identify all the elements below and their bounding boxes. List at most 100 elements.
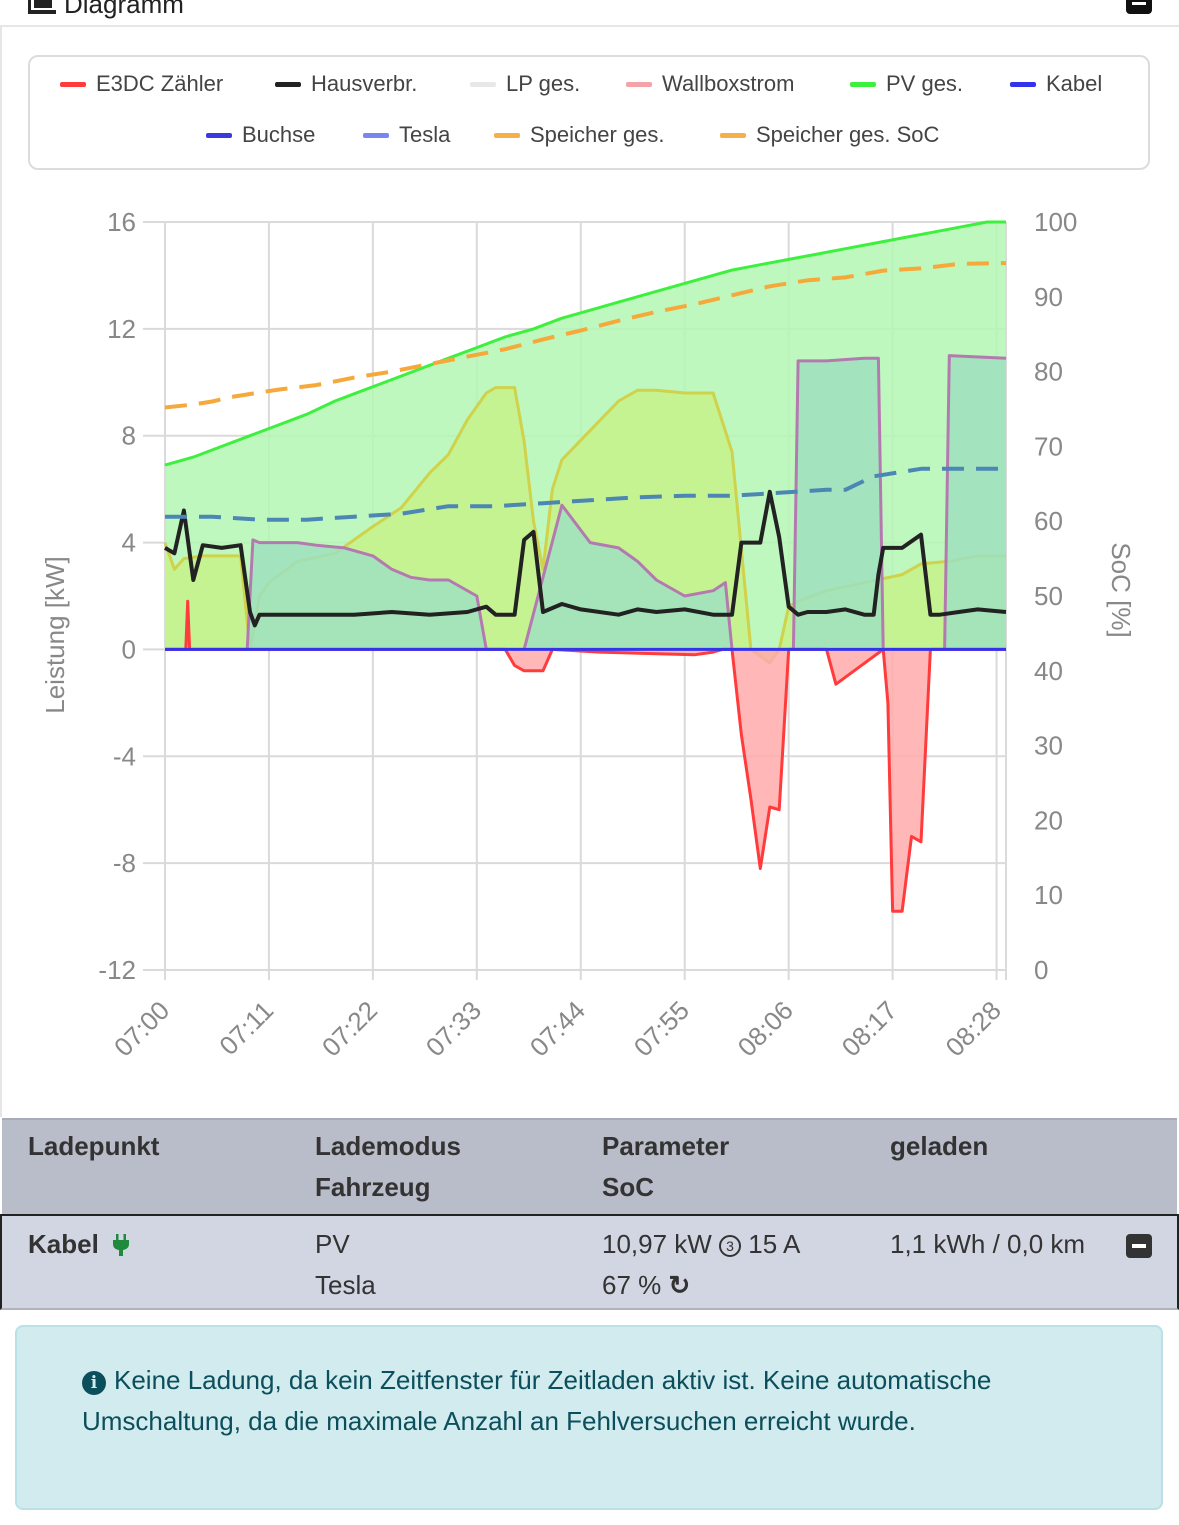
legend-item-kabel[interactable]: Kabel (1010, 69, 1102, 99)
legend-swatch (206, 132, 232, 138)
legend-item-pv-ges[interactable]: PV ges. (850, 69, 963, 99)
legend-item-e3dc[interactable]: E3DC Zähler (60, 69, 223, 99)
legend-item-buchse[interactable]: Buchse (206, 120, 315, 150)
series-line-2 (165, 354, 1007, 651)
y-tick-label: 12 (107, 314, 136, 344)
charge-power: 10,97 kW (602, 1229, 712, 1259)
info-icon: i (82, 1371, 106, 1395)
y-tick-label: 8 (122, 421, 136, 451)
series-line-6 (165, 466, 1006, 522)
y-tick-label: 4 (122, 528, 136, 558)
plug-icon (113, 1234, 130, 1256)
legend-label: LP ges. (506, 71, 581, 96)
y-tick-label: -4 (113, 741, 136, 771)
legend-swatch (626, 81, 652, 87)
legend-label: Hausverbr. (311, 71, 418, 96)
vehicle-soc-cell: 67 % ↻ (602, 1265, 690, 1306)
legend-item-wallboxstrom[interactable]: Wallboxstrom (626, 69, 794, 99)
y-tick-label: -8 (113, 848, 136, 878)
y2-tick-label: 30 (1034, 731, 1063, 761)
chargepoint-name: Kabel (28, 1229, 99, 1259)
card-border (0, 27, 2, 1117)
vehicle-soc: 67 % (602, 1270, 662, 1300)
legend-label: Speicher ges. SoC (756, 122, 940, 147)
collapse-row-button[interactable] (1126, 1234, 1152, 1258)
x-tick-label: 07:00 (108, 995, 175, 1062)
legend-label: PV ges. (886, 71, 964, 96)
legend-swatch (494, 132, 520, 138)
header-parameter: Parameter (602, 1131, 730, 1161)
alert-message: Keine Ladung, da kein Zeitfenster für Ze… (82, 1365, 992, 1436)
y2-axis-title: SoC [%] (1106, 542, 1136, 637)
legend-label: Tesla (399, 122, 451, 147)
legend-swatch (60, 81, 86, 87)
header-soc: SoC (602, 1172, 654, 1202)
vehicle-name[interactable]: Tesla (315, 1270, 376, 1300)
charge-mode[interactable]: PV (315, 1229, 350, 1259)
charge-current: 15 A (748, 1229, 801, 1259)
x-tick-label: 07:11 (213, 995, 279, 1061)
x-tick-label: 08:06 (732, 995, 799, 1062)
legend-item-lp-ges[interactable]: LP ges. (470, 69, 580, 99)
header-fahrzeug: Fahrzeug (315, 1172, 431, 1202)
charge-parameters: 10,97 kW 3 15 A (602, 1224, 800, 1265)
legend-item-tesla[interactable]: Tesla (363, 120, 450, 150)
legend-label: E3DC Zähler (96, 71, 224, 96)
legend-item-speicher-ges[interactable]: Speicher ges. (494, 120, 665, 150)
chart-legend: E3DC Zähler Hausverbr. LP ges. Wallboxst… (28, 55, 1150, 170)
x-tick-label: 07:33 (420, 995, 487, 1062)
y2-tick-label: 60 (1034, 506, 1063, 536)
x-tick-label: 07:55 (628, 995, 695, 1062)
y2-tick-label: 100 (1034, 207, 1077, 237)
legend-swatch (470, 81, 496, 87)
y2-tick-label: 90 (1034, 282, 1063, 312)
chargepoint-row[interactable]: Kabel PV Tesla 10,97 kW 3 15 A 67 % ↻ 1,… (0, 1214, 1179, 1310)
phases-indicator: 3 (719, 1235, 742, 1257)
legend-label: Wallboxstrom (662, 71, 795, 96)
x-tick-label: 07:22 (316, 995, 383, 1062)
y-tick-label: 0 (122, 634, 136, 664)
chart-areas (163, 220, 1007, 913)
header-ladepunkt: Ladepunkt (28, 1131, 160, 1161)
legend-swatch (275, 81, 301, 87)
legend-label: Buchse (242, 122, 316, 147)
y2-tick-label: 40 (1034, 656, 1063, 686)
header-geladen: geladen (890, 1131, 989, 1161)
refresh-soc-icon[interactable]: ↻ (668, 1270, 691, 1300)
series-line-0 (164, 220, 1006, 467)
y2-tick-label: 70 (1034, 431, 1063, 461)
legend-swatch (720, 132, 746, 138)
collapse-card-button[interactable] (1126, 0, 1152, 14)
alert-message-box: i Keine Ladung, da kein Zeitfenster für Z… (82, 1360, 1082, 1442)
card-title: Diagramm (64, 0, 184, 19)
chargepoint-name-cell: Kabel (28, 1224, 130, 1265)
chart-area-icon (28, 0, 56, 14)
legend-label: Speicher ges. (530, 122, 665, 147)
y2-tick-label: 0 (1034, 955, 1048, 985)
series-line-3 (165, 599, 1006, 913)
legend-swatch (850, 81, 876, 87)
power-chart: 1612840-4-8-12100908070605040302010007:0… (40, 207, 1136, 1062)
legend-item-speicher-soc[interactable]: Speicher ges. SoC (720, 120, 939, 150)
chart-lines (164, 261, 1007, 628)
x-tick-label: 08:28 (940, 995, 1007, 1062)
chargepoint-table-header: Ladepunkt Lademodus Fahrzeug Parameter S… (2, 1118, 1177, 1214)
legend-swatch (1010, 81, 1036, 87)
x-tick-label: 07:44 (524, 995, 591, 1062)
y-tick-label: -12 (98, 955, 136, 985)
chart-card-header: Diagramm (0, 0, 1179, 27)
legend-label: Kabel (1046, 71, 1103, 96)
y-tick-label: 16 (107, 207, 136, 237)
legend-item-hausverbr[interactable]: Hausverbr. (275, 69, 417, 99)
series-line-4 (164, 489, 1007, 628)
y2-tick-label: 50 (1034, 581, 1063, 611)
legend-swatch (363, 132, 389, 138)
y2-tick-label: 20 (1034, 805, 1063, 835)
header-lademodus: Lademodus (315, 1131, 461, 1161)
y2-tick-label: 10 (1034, 880, 1063, 910)
y2-tick-label: 80 (1034, 357, 1063, 387)
y-axis-title: Leistung [kW] (40, 556, 70, 714)
x-tick-label: 08:17 (836, 995, 903, 1062)
info-alert: i Keine Ladung, da kein Zeitfenster für Z… (15, 1325, 1163, 1510)
series-line-5 (164, 261, 1007, 410)
